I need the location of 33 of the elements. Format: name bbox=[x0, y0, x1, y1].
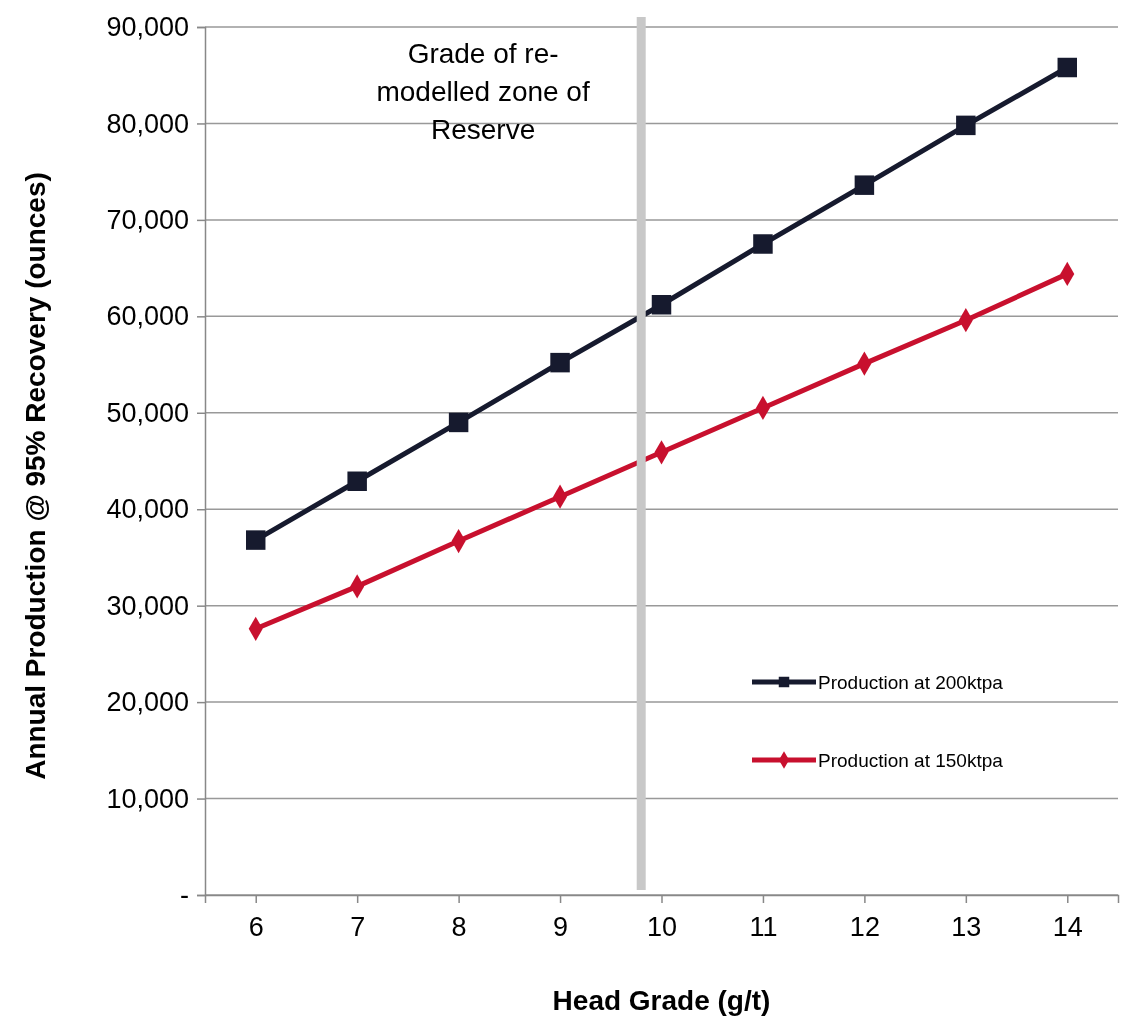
ref-line-label: Grade of re-modelled zone of Reserve bbox=[376, 38, 590, 145]
point bbox=[956, 115, 976, 136]
y-tick-label: 50,000 bbox=[106, 397, 189, 428]
x-tick-label: 13 bbox=[951, 912, 982, 943]
point bbox=[550, 352, 570, 373]
point bbox=[651, 295, 672, 315]
x-tick-label: 8 bbox=[451, 912, 467, 943]
point bbox=[347, 471, 367, 491]
y-tick-label: 60,000 bbox=[106, 301, 189, 332]
y-tick-label: 30,000 bbox=[106, 590, 189, 621]
y-tick-label: 90,000 bbox=[106, 12, 189, 43]
y-tick-label: 70,000 bbox=[106, 205, 189, 236]
x-tick-label: 9 bbox=[553, 912, 569, 943]
x-tick-label: 12 bbox=[849, 912, 880, 943]
point bbox=[245, 530, 266, 550]
x-tick-label: 10 bbox=[646, 912, 678, 943]
point bbox=[1057, 57, 1078, 78]
y-axis-title: Annual Production @ 95% Recovery (ounces) bbox=[20, 172, 51, 780]
x-tick-label: 7 bbox=[350, 912, 366, 943]
point bbox=[854, 175, 875, 195]
y-tick-label: 10,000 bbox=[106, 783, 189, 814]
point bbox=[753, 234, 773, 254]
legend-label: Production at 150ktpa bbox=[818, 750, 1004, 771]
y-tick-label: 40,000 bbox=[106, 494, 189, 525]
x-tick-label: 11 bbox=[749, 912, 778, 943]
x-tick-label: 14 bbox=[1052, 912, 1083, 943]
point bbox=[448, 412, 469, 433]
legend-label: Production at 200ktpa bbox=[818, 672, 1004, 693]
x-tick-label: 6 bbox=[248, 912, 264, 943]
y-tick-label: 80,000 bbox=[106, 108, 189, 139]
y-tick-label: - bbox=[180, 880, 189, 911]
x-axis-title: Head Grade (g/t) bbox=[552, 985, 771, 1016]
y-tick-label: 20,000 bbox=[106, 687, 189, 718]
